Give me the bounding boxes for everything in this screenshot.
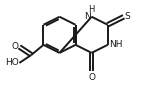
Text: H: H xyxy=(88,5,95,14)
Text: N: N xyxy=(84,12,91,21)
Text: O: O xyxy=(11,42,18,51)
Text: HO: HO xyxy=(5,58,18,67)
Text: O: O xyxy=(88,73,95,82)
Text: S: S xyxy=(124,12,130,21)
Text: NH: NH xyxy=(109,40,122,49)
